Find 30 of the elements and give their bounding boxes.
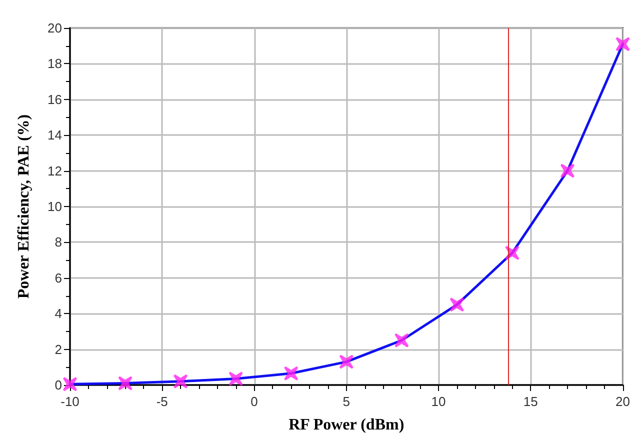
point bbox=[284, 366, 298, 380]
x-tick-label: 20 bbox=[616, 394, 630, 409]
y-tick-label: 16 bbox=[48, 92, 62, 107]
y-axis-title: Power Efficiency, PAE (%) bbox=[16, 114, 32, 299]
point bbox=[118, 376, 132, 390]
point bbox=[63, 377, 77, 392]
point bbox=[616, 37, 630, 52]
x-tick-label: -5 bbox=[156, 394, 168, 409]
x-tick-label: -10 bbox=[60, 394, 80, 409]
x-tick-label: 0 bbox=[250, 394, 258, 409]
point bbox=[394, 333, 409, 348]
point bbox=[228, 372, 243, 386]
y-tick-label: 10 bbox=[48, 199, 62, 214]
x-tick-label: 10 bbox=[431, 394, 446, 409]
y-tick-label: 2 bbox=[54, 342, 62, 357]
x-tick-label: 15 bbox=[523, 394, 538, 409]
y-tick-label: 4 bbox=[54, 306, 62, 322]
x-tick-label: 5 bbox=[342, 394, 350, 409]
point bbox=[450, 298, 464, 312]
y-tick-label: 12 bbox=[48, 163, 62, 178]
point bbox=[339, 354, 354, 369]
point bbox=[174, 374, 188, 388]
y-tick-label: 0 bbox=[54, 378, 62, 392]
y-tick-label: 8 bbox=[54, 234, 62, 250]
point bbox=[560, 164, 574, 178]
y-tick-label: 20 bbox=[48, 20, 62, 36]
y-tick-label: 6 bbox=[54, 270, 62, 286]
x-axis-title: RF Power (dBm) bbox=[288, 416, 404, 434]
y-tick-label: 18 bbox=[48, 56, 62, 72]
y-tick-label: 14 bbox=[48, 128, 62, 143]
